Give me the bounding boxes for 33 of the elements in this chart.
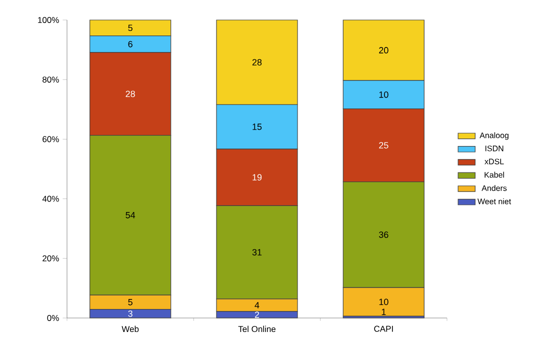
x-tick-label: CAPI (374, 326, 393, 332)
data-label: 2 (254, 312, 260, 318)
legend-label: xDSL (484, 158, 504, 164)
data-label: 5 (128, 299, 132, 306)
y-tick-label: 100% (38, 16, 59, 23)
legend-label: Kabel (484, 172, 504, 178)
data-label: 5 (128, 24, 132, 32)
y-tick-label: 40% (42, 196, 59, 202)
data-label: 1 (382, 308, 386, 315)
legend-label: Analoog (480, 132, 508, 140)
legend-label: Weet niet (478, 198, 512, 204)
data-label: 10 (379, 91, 388, 98)
y-tick-label: 20% (42, 255, 59, 262)
x-tick-label: Web (122, 326, 139, 332)
data-label: 3 (128, 310, 132, 317)
legend-label: ISDN (485, 146, 504, 152)
data-label: 31 (252, 249, 262, 256)
data-label: 6 (128, 40, 132, 48)
data-label: 4 (254, 302, 260, 308)
legend-label: Anders (482, 185, 507, 191)
data-label: 36 (379, 232, 388, 238)
x-tick-label: Tel Online (238, 326, 276, 332)
data-label: 54 (126, 212, 136, 218)
data-label: 25 (379, 142, 388, 148)
data-label: 20 (379, 47, 388, 54)
y-tick-label: 0% (47, 314, 59, 321)
data-label: 10 (379, 298, 388, 306)
data-label: 28 (126, 90, 135, 98)
data-label: 19 (252, 174, 262, 181)
data-label: 28 (252, 59, 262, 66)
y-tick-label: 60% (42, 136, 59, 142)
y-tick-label: 80% (42, 76, 59, 83)
data-label: 15 (252, 124, 262, 130)
